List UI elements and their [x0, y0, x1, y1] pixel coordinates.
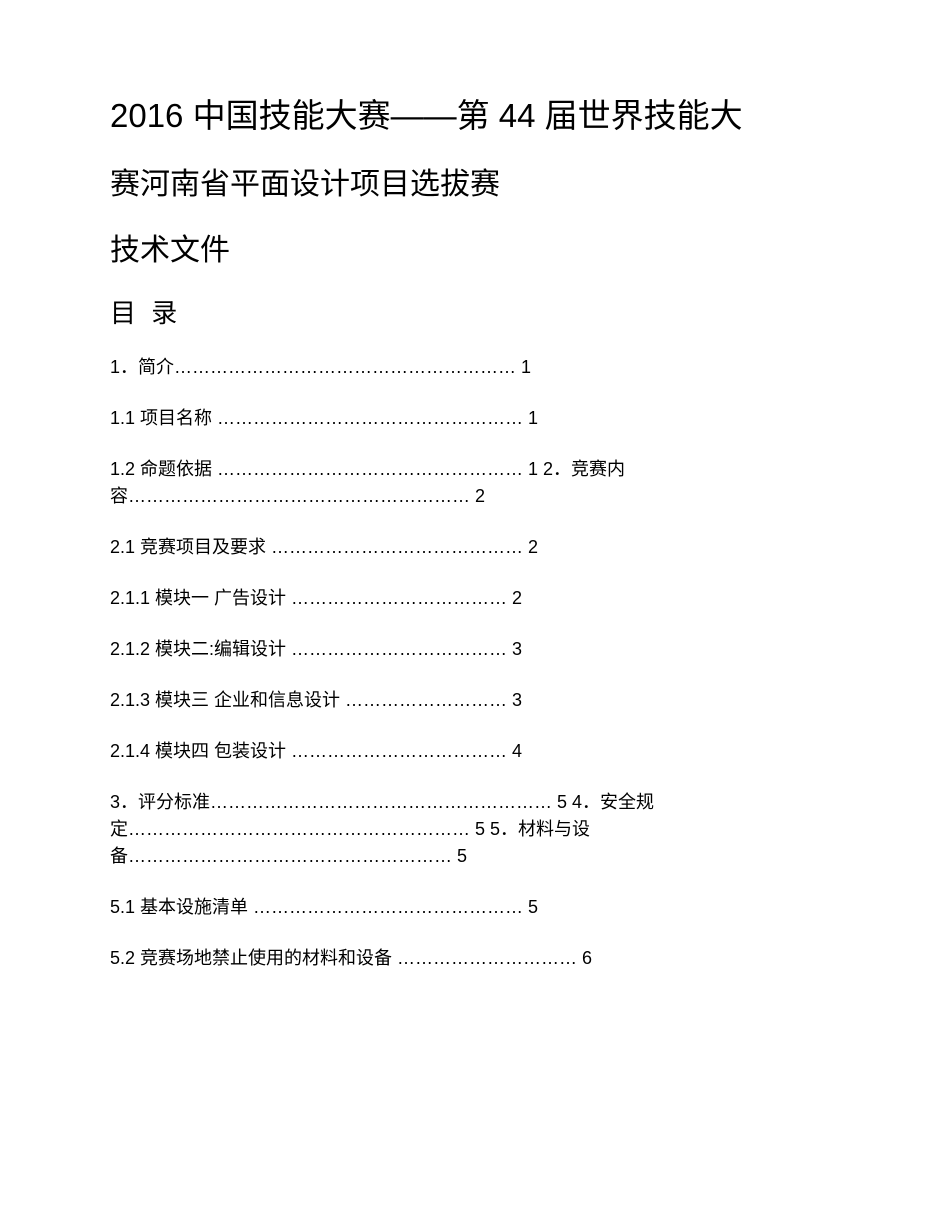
- toc-entry: 5.2 竞赛场地禁止使用的材料和设备 ………………………… 6: [110, 945, 840, 972]
- toc-entry: 3．评分标准………………………………………………… 5 4．安全规定…………………: [110, 789, 840, 870]
- toc-entry: 2.1.3 模块三 企业和信息设计 ……………………… 3: [110, 687, 840, 714]
- toc-header: 目 录: [110, 293, 840, 330]
- toc-entry: 1．简介………………………………………………… 1: [110, 354, 840, 381]
- toc-entry: 2.1 竞赛项目及要求 …………………………………… 2: [110, 534, 840, 561]
- toc-entry: 1.2 命题依据 …………………………………………… 1 2．竞赛内容………………: [110, 456, 840, 510]
- document-title-line3: 技术文件: [110, 227, 840, 275]
- toc-entry: 2.1.2 模块二:编辑设计 ……………………………… 3: [110, 636, 840, 663]
- toc-entry: 2.1.4 模块四 包装设计 ……………………………… 4: [110, 738, 840, 765]
- toc-entry: 2.1.1 模块一 广告设计 ……………………………… 2: [110, 585, 840, 612]
- document-title-line2: 赛河南省平面设计项目选拔赛: [110, 161, 840, 209]
- toc-entry: 1.1 项目名称 …………………………………………… 1: [110, 405, 840, 432]
- document-title-line1: 2016 中国技能大赛——第 44 届世界技能大: [110, 90, 840, 143]
- toc-entry: 5.1 基本设施清单 ……………………………………… 5: [110, 894, 840, 921]
